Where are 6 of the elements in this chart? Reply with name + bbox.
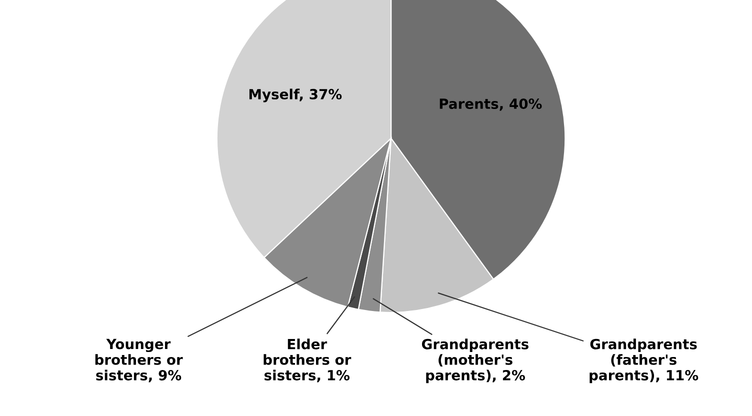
slice-label: Grandparents (father's parents), 11%: [590, 338, 698, 384]
slice-label: Elder brothers or sisters, 1%: [264, 338, 352, 382]
slice-label: Parents, 40%: [440, 98, 542, 111]
slice-label: Grandparents (mother's parents), 2%: [422, 338, 528, 384]
slice-label: Myself, 37%: [249, 88, 342, 102]
slice-label: Younger brothers or sisters, 9%: [95, 338, 183, 382]
